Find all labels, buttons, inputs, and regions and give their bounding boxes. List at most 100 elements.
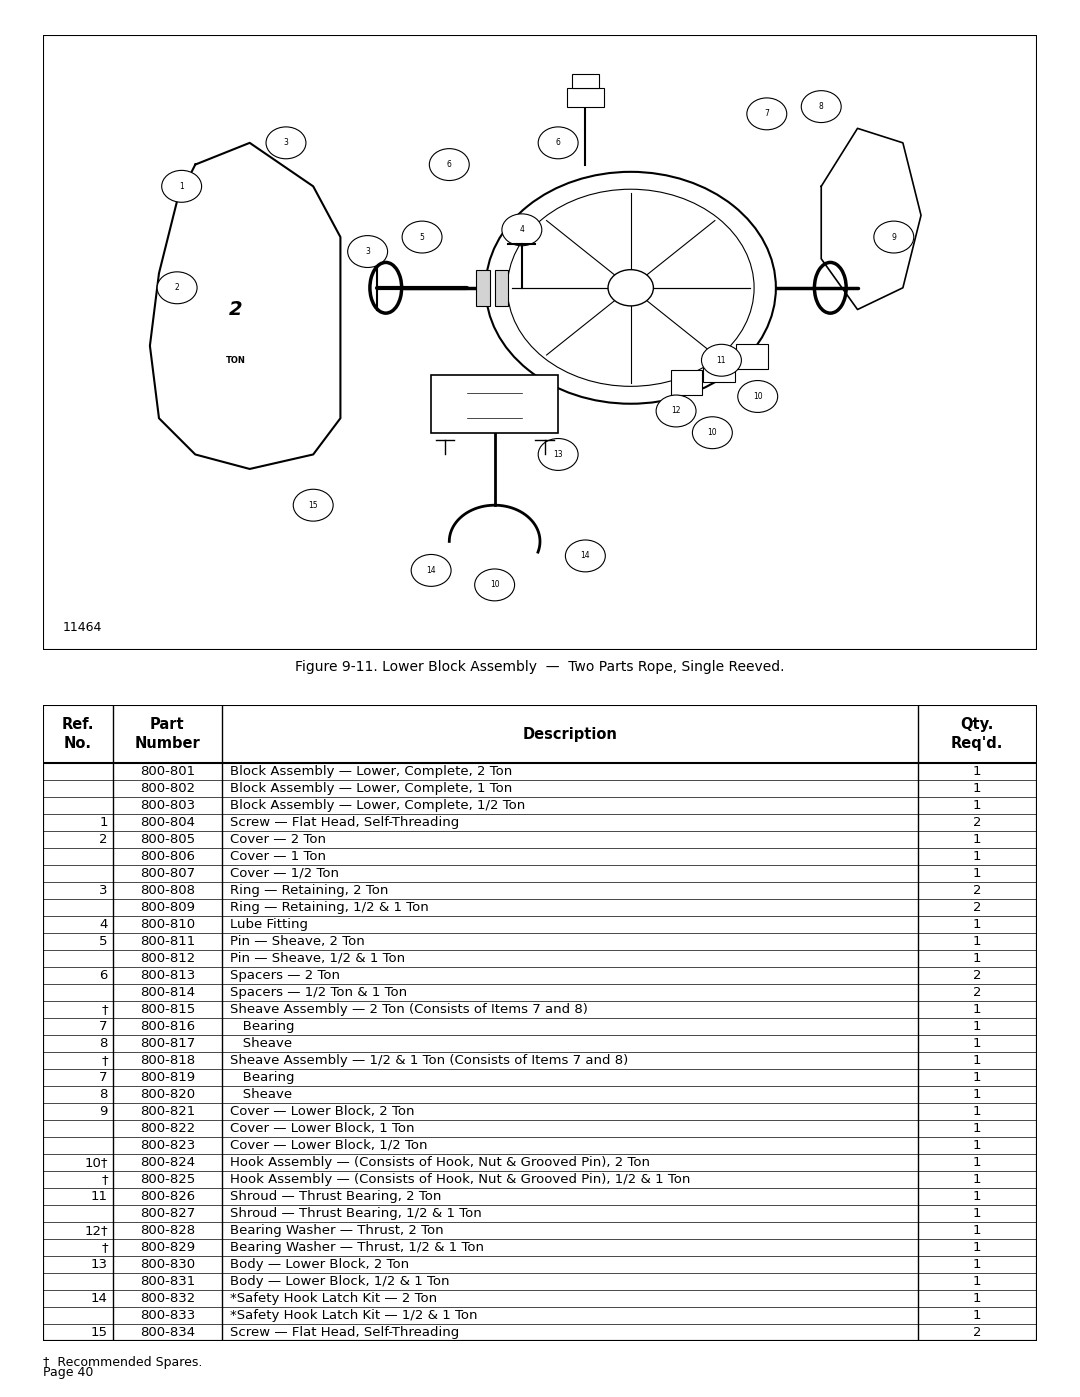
Text: Hook Assembly — (Consists of Hook, Nut & Grooved Pin), 2 Ton: Hook Assembly — (Consists of Hook, Nut &… [230,1155,650,1169]
Text: 7: 7 [765,109,769,119]
Bar [476,270,490,306]
Text: 800-824: 800-824 [139,1155,195,1169]
Text: 800-819: 800-819 [139,1071,195,1084]
Text: Screw — Flat Head, Self-Threading: Screw — Flat Head, Self-Threading [230,816,459,828]
Text: 800-818: 800-818 [139,1053,195,1067]
Text: 800-815: 800-815 [139,1003,195,1016]
Circle shape [430,148,469,180]
Text: 15: 15 [309,500,318,510]
Text: 800-801: 800-801 [139,764,195,778]
Circle shape [657,395,696,427]
Text: 1: 1 [973,1275,982,1288]
Text: Block Assembly — Lower, Complete, 1 Ton: Block Assembly — Lower, Complete, 1 Ton [230,782,512,795]
Text: 12†: 12† [84,1224,108,1236]
Text: Block Assembly — Lower, Complete, 2 Ton: Block Assembly — Lower, Complete, 2 Ton [230,764,512,778]
Text: 11464: 11464 [63,622,103,634]
Text: *Safety Hook Latch Kit — 2 Ton: *Safety Hook Latch Kit — 2 Ton [230,1292,437,1305]
Text: 1: 1 [973,833,982,845]
Text: 6: 6 [447,161,451,169]
Text: 800-816: 800-816 [139,1020,195,1032]
Bar [43,705,1037,763]
Text: 2: 2 [229,300,243,319]
Text: Sheave: Sheave [230,1037,292,1051]
Text: 10: 10 [707,429,717,437]
Text: Cover — Lower Block, 1/2 Ton: Cover — Lower Block, 1/2 Ton [230,1139,428,1153]
Circle shape [538,439,578,471]
Text: 800-806: 800-806 [140,849,194,863]
Text: 1: 1 [973,1053,982,1067]
Text: 800-803: 800-803 [139,799,195,812]
Text: 7: 7 [99,1020,108,1032]
Circle shape [738,380,778,412]
Text: 1: 1 [973,1139,982,1153]
Text: 800-814: 800-814 [139,986,195,999]
Text: 1: 1 [973,935,982,947]
Text: 13: 13 [91,1259,108,1271]
Text: 2: 2 [973,1326,982,1340]
Text: Bearing Washer — Thrust, 2 Ton: Bearing Washer — Thrust, 2 Ton [230,1224,444,1236]
Text: Bearing: Bearing [230,1071,295,1084]
Text: 7: 7 [99,1071,108,1084]
Text: Figure 9-11. Lower Block Assembly  —  Two Parts Rope, Single Reeved.: Figure 9-11. Lower Block Assembly — Two … [295,659,785,675]
Text: 1: 1 [973,1241,982,1255]
Text: 800-834: 800-834 [139,1326,195,1340]
Text: 1: 1 [973,951,982,965]
Text: 800-823: 800-823 [139,1139,195,1153]
Text: 8: 8 [99,1037,108,1051]
Circle shape [566,541,605,571]
Text: 1: 1 [973,799,982,812]
Bar [571,74,599,88]
Text: 6: 6 [556,138,561,147]
Circle shape [162,170,202,203]
Polygon shape [150,142,340,469]
Text: 1: 1 [973,1190,982,1203]
Text: 3: 3 [284,138,288,147]
Circle shape [538,127,578,159]
Text: †: † [102,1241,108,1255]
Text: 10: 10 [753,393,762,401]
Circle shape [486,172,775,404]
Text: 800-802: 800-802 [139,782,195,795]
Bar [703,356,735,381]
Text: 800-810: 800-810 [139,918,195,930]
Text: Hook Assembly — (Consists of Hook, Nut & Grooved Pin), 1/2 & 1 Ton: Hook Assembly — (Consists of Hook, Nut &… [230,1173,690,1186]
Text: 2: 2 [973,970,982,982]
Text: 800-829: 800-829 [139,1241,195,1255]
Circle shape [508,189,754,387]
Text: Description: Description [523,726,618,742]
Text: 14: 14 [91,1292,108,1305]
Text: 800-830: 800-830 [139,1259,195,1271]
Text: Sheave Assembly — 1/2 & 1 Ton (Consists of Items 7 and 8): Sheave Assembly — 1/2 & 1 Ton (Consists … [230,1053,629,1067]
Circle shape [402,221,442,253]
Text: Lube Fitting: Lube Fitting [230,918,308,930]
Circle shape [475,569,514,601]
Text: 800-811: 800-811 [139,935,195,947]
Text: 5: 5 [99,935,108,947]
Text: 1: 1 [973,1105,982,1118]
Text: Spacers — 2 Ton: Spacers — 2 Ton [230,970,340,982]
Text: 10: 10 [490,580,499,590]
Bar [567,88,604,106]
Text: 2: 2 [973,884,982,897]
Circle shape [348,236,388,267]
Text: Sheave: Sheave [230,1088,292,1101]
Bar [495,270,509,306]
Text: 800-812: 800-812 [139,951,195,965]
Text: Body — Lower Block, 2 Ton: Body — Lower Block, 2 Ton [230,1259,409,1271]
Text: 4: 4 [519,225,524,235]
Text: 2: 2 [99,833,108,845]
Text: 1: 1 [99,816,108,828]
Text: Block Assembly — Lower, Complete, 1/2 Ton: Block Assembly — Lower, Complete, 1/2 To… [230,799,525,812]
Text: †: † [102,1003,108,1016]
Text: 11: 11 [91,1190,108,1203]
Text: 14: 14 [581,552,590,560]
Text: 2: 2 [973,986,982,999]
Circle shape [692,416,732,448]
Text: Spacers — 1/2 Ton & 1 Ton: Spacers — 1/2 Ton & 1 Ton [230,986,407,999]
Text: 1: 1 [973,1071,982,1084]
Text: 800-807: 800-807 [139,866,195,880]
Text: Cover — Lower Block, 2 Ton: Cover — Lower Block, 2 Ton [230,1105,415,1118]
Text: 9: 9 [891,232,896,242]
Text: 1: 1 [973,849,982,863]
Text: Ring — Retaining, 1/2 & 1 Ton: Ring — Retaining, 1/2 & 1 Ton [230,901,429,914]
